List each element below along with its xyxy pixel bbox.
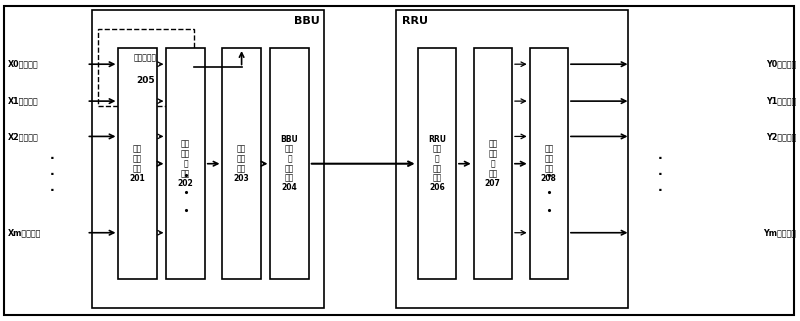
Bar: [530, 48, 568, 279]
Text: Ym通道数据: Ym通道数据: [763, 228, 796, 237]
Bar: [396, 10, 628, 308]
Text: Y0通道数据: Y0通道数据: [766, 60, 796, 69]
Text: 串行
化处
理
单元
202: 串行 化处 理 单元 202: [178, 140, 194, 187]
Bar: [118, 48, 157, 279]
Text: 串行
交换
单元
203: 串行 交换 单元 203: [234, 145, 250, 183]
Text: 解串
行处
理
单元
207: 解串 行处 理 单元 207: [485, 140, 501, 187]
Bar: [222, 48, 261, 279]
Text: BBU
侧无
线
射频
接口
204: BBU 侧无 线 射频 接口 204: [281, 135, 298, 193]
Text: RRU
侧无
线
射频
接口
206: RRU 侧无 线 射频 接口 206: [428, 135, 446, 193]
Text: ·: ·: [658, 152, 662, 165]
Bar: [270, 48, 309, 279]
Text: ·: ·: [658, 169, 662, 181]
Text: ·: ·: [50, 169, 54, 181]
Text: Y1通道数据: Y1通道数据: [766, 97, 796, 106]
Text: X2通道数据: X2通道数据: [8, 132, 38, 141]
Text: ·: ·: [50, 185, 54, 197]
Bar: [418, 48, 456, 279]
Text: X1通道数据: X1通道数据: [8, 97, 38, 106]
Text: 输出
数据
接口
208: 输出 数据 接口 208: [541, 145, 557, 183]
Text: Xm通道数据: Xm通道数据: [8, 228, 42, 237]
Text: ·: ·: [658, 185, 662, 197]
Text: 205: 205: [136, 76, 155, 85]
Bar: [166, 48, 205, 279]
Bar: [98, 29, 194, 106]
Text: X0通道数据: X0通道数据: [8, 60, 38, 69]
Text: Y2通道数据: Y2通道数据: [766, 132, 796, 141]
Text: RRU: RRU: [402, 16, 429, 26]
Text: 输入
数据
接口
201: 输入 数据 接口 201: [130, 145, 146, 183]
Text: ·: ·: [50, 152, 54, 165]
Text: 交换配置表: 交换配置表: [134, 53, 157, 62]
Text: BBU: BBU: [294, 16, 320, 26]
Bar: [92, 10, 324, 308]
Bar: [474, 48, 512, 279]
